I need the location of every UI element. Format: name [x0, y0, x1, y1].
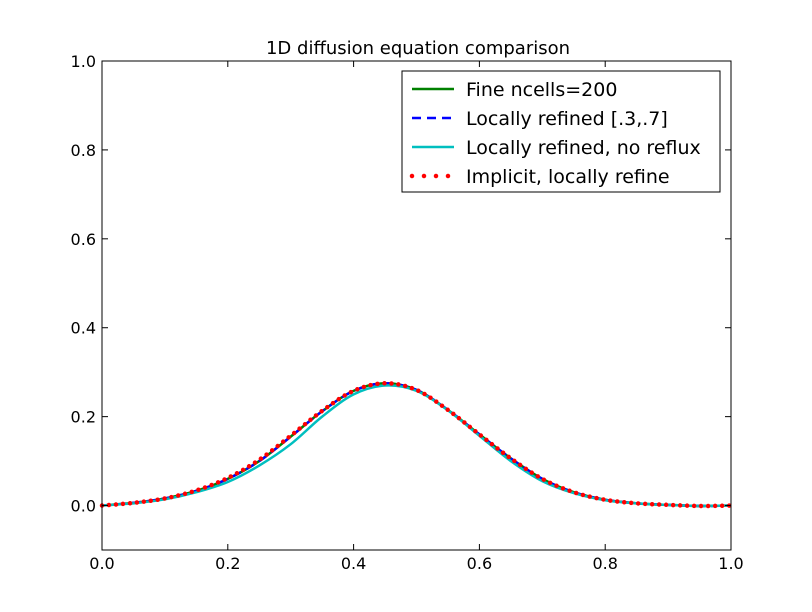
- y-tick-label: 0.8: [71, 141, 96, 160]
- x-tick-label: 0.0: [89, 554, 114, 573]
- legend: Fine ncells=200 Locally refined [.3,.7] Lo…: [401, 70, 721, 193]
- y-tick-label: 0.6: [71, 230, 96, 249]
- y-axis: 0.0 0.2 0.4 0.6 0.8 1.0: [71, 52, 731, 516]
- x-tick-label: 1.0: [718, 554, 743, 573]
- x-axis: 0.0 0.2 0.4 0.6 0.8 1.0: [89, 61, 744, 573]
- legend-label: Locally refined, no reflux: [466, 137, 701, 159]
- y-tick-label: 0.0: [71, 497, 96, 516]
- series-layer: [99, 381, 734, 509]
- x-tick-label: 0.6: [467, 554, 492, 573]
- plot-frame: [101, 60, 732, 551]
- y-tick-label: 1.0: [71, 52, 96, 71]
- legend-box: [401, 70, 721, 193]
- x-tick-label: 0.4: [341, 554, 366, 573]
- legend-label: Locally refined [.3,.7]: [466, 108, 668, 130]
- y-tick-label: 0.4: [71, 319, 96, 338]
- legend-label: Fine ncells=200: [466, 79, 617, 101]
- chart-title: 1D diffusion equation comparison: [266, 38, 570, 59]
- x-tick-label: 0.2: [215, 554, 240, 573]
- legend-label: Implicit, locally refine: [466, 166, 670, 188]
- series-line-4: [99, 381, 734, 509]
- y-tick-label: 0.2: [71, 408, 96, 427]
- x-tick-label: 0.8: [592, 554, 617, 573]
